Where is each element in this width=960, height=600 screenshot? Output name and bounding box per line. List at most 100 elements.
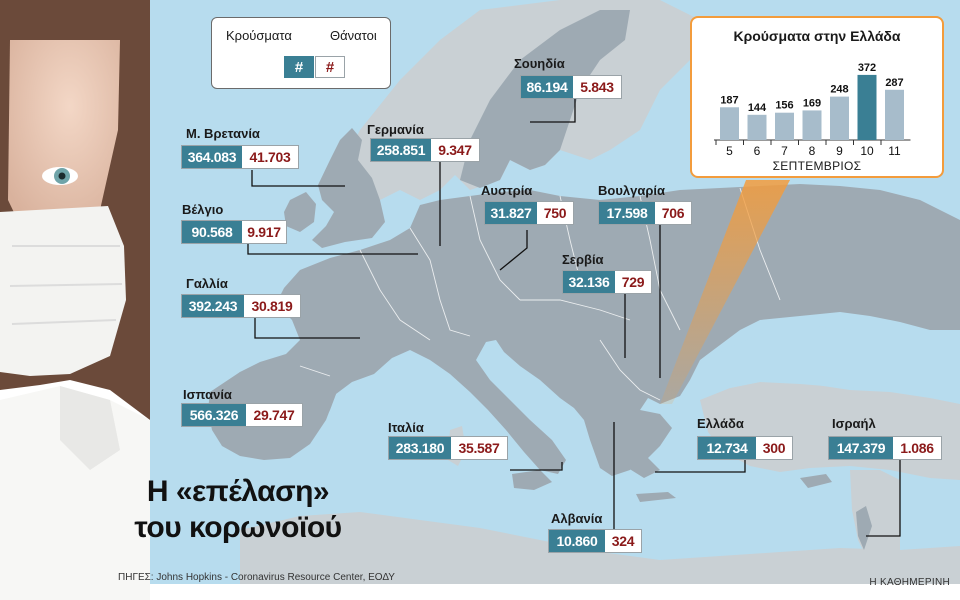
legend-cases-swatch: # [284, 56, 314, 78]
land-sweden [460, 10, 630, 188]
chart-pointer-beam [660, 180, 790, 404]
land-crete [636, 492, 676, 502]
country-name-italy: Ιταλία [388, 420, 424, 435]
chart-tick-label: 5 [726, 144, 733, 158]
deaths-value: 706 [655, 202, 691, 224]
footer-strip [0, 584, 960, 600]
country-name-bulgaria: Βουλγαρία [598, 183, 665, 198]
chart-bar [775, 112, 794, 140]
land-north-africa [240, 512, 960, 584]
chart-tick-label: 7 [781, 144, 788, 158]
country-name-uk: Μ. Βρετανία [186, 126, 260, 141]
land-uk [312, 128, 385, 248]
source-credit: ΠΗΓΕΣ: Johns Hopkins - Coronavirus Resou… [118, 572, 395, 583]
leader-sweden [530, 97, 576, 123]
black-sea [700, 326, 920, 388]
deaths-value: 324 [605, 530, 641, 552]
legend-deaths-swatch: # [315, 56, 345, 78]
cases-value: 392.243 [182, 295, 244, 317]
leader-uk [251, 170, 345, 187]
legend-box: Κρούσματα Θάνατοι # # [211, 17, 391, 89]
deaths-value: 35.587 [451, 437, 507, 459]
deaths-value: 9.347 [431, 139, 479, 161]
chart-title: Κρούσματα στην Ελλάδα [733, 28, 901, 44]
land-greece [612, 410, 672, 478]
country-name-greece: Ελλάδα [697, 416, 744, 431]
cases-value: 32.136 [563, 271, 615, 293]
deaths-value: 29.747 [246, 404, 302, 426]
country-name-albania: Αλβανία [551, 511, 603, 526]
cases-value: 17.598 [599, 202, 655, 224]
cases-value: 283.180 [389, 437, 451, 459]
deaths-value: 5.843 [573, 76, 621, 98]
chart-bar [720, 107, 739, 140]
deaths-value: 30.819 [244, 295, 300, 317]
cases-value: 12.734 [698, 437, 756, 459]
leader-austria [499, 230, 528, 271]
country-name-france: Γαλλία [186, 276, 228, 291]
country-stats-greece: 12.734 300 [697, 436, 793, 460]
deaths-value: 41.703 [242, 146, 298, 168]
chart-bar [885, 89, 904, 140]
chart-bar [747, 114, 767, 140]
deaths-value: 729 [615, 271, 651, 293]
leader-france [254, 317, 360, 339]
country-stats-albania: 10.860 324 [548, 529, 642, 553]
country-stats-serbia: 32.136 729 [562, 270, 652, 294]
deaths-value: 300 [756, 437, 792, 459]
headline: Η «επέλαση» του κορωνοϊού [128, 474, 348, 546]
chart-bar [857, 74, 877, 140]
cases-value: 90.568 [182, 221, 242, 243]
country-stats-sweden: 86.194 5.843 [520, 75, 622, 99]
chart-bar [830, 96, 849, 140]
cases-value: 147.379 [829, 437, 893, 459]
country-stats-spain: 566.326 29.747 [181, 403, 303, 427]
country-name-belgium: Βέλγιο [182, 202, 224, 217]
deaths-value: 1.086 [893, 437, 941, 459]
chart-data-label: 372 [858, 62, 876, 74]
cases-value: 566.326 [182, 404, 246, 426]
land-israel [856, 506, 872, 550]
country-stats-germany: 258.851 9.347 [370, 138, 480, 162]
country-name-germany: Γερμανία [367, 122, 424, 137]
chart-data-label: 187 [720, 94, 738, 106]
leader-israel [866, 460, 901, 537]
leader-greece [655, 460, 746, 473]
chart-tick-label: 8 [809, 144, 816, 158]
chart-data-label: 169 [803, 97, 821, 109]
chart-tick-label: 11 [888, 144, 901, 158]
country-stats-france: 392.243 30.819 [181, 294, 301, 318]
chart-tick-label: 10 [860, 144, 874, 158]
land-cyprus [800, 474, 832, 488]
chart-x-axis-label: ΣΕΠΤΕΜΒΡΙΟΣ [772, 159, 862, 173]
chart-bar [802, 110, 822, 140]
country-name-serbia: Σερβία [562, 252, 604, 267]
chart-tick-label: 6 [754, 144, 761, 158]
chart-tick-label: 9 [836, 144, 843, 158]
country-name-austria: Αυστρία [481, 183, 533, 198]
legend-deaths-label: Θάνατοι [330, 28, 377, 43]
land-continent [214, 184, 960, 476]
country-name-sweden: Σουηδία [514, 56, 565, 71]
cases-value: 364.083 [182, 146, 242, 168]
cases-value: 31.827 [485, 202, 537, 224]
country-stats-belgium: 90.568 9.917 [181, 220, 287, 244]
country-stats-bulgaria: 17.598 706 [598, 201, 692, 225]
publisher-brand: Η ΚΑΘΗΜΕΡΙΝΗ [869, 577, 950, 588]
chart-data-label: 156 [775, 100, 793, 112]
chart-data-label: 248 [830, 84, 848, 96]
borders [299, 187, 781, 401]
country-stats-austria: 31.827 750 [484, 201, 574, 225]
land-sicily [512, 470, 552, 490]
headline-line-1: Η «επέλαση» [146, 475, 330, 508]
country-stats-italy: 283.180 35.587 [388, 436, 508, 460]
leader-italy [510, 462, 563, 471]
cases-value: 10.860 [549, 530, 605, 552]
chart-data-label: 144 [748, 102, 767, 114]
land-ireland [284, 192, 316, 232]
cases-value: 86.194 [521, 76, 573, 98]
deaths-value: 9.917 [242, 221, 286, 243]
headline-line-2: του κορωνοϊού [134, 511, 342, 544]
masked-person-photo [0, 0, 150, 600]
